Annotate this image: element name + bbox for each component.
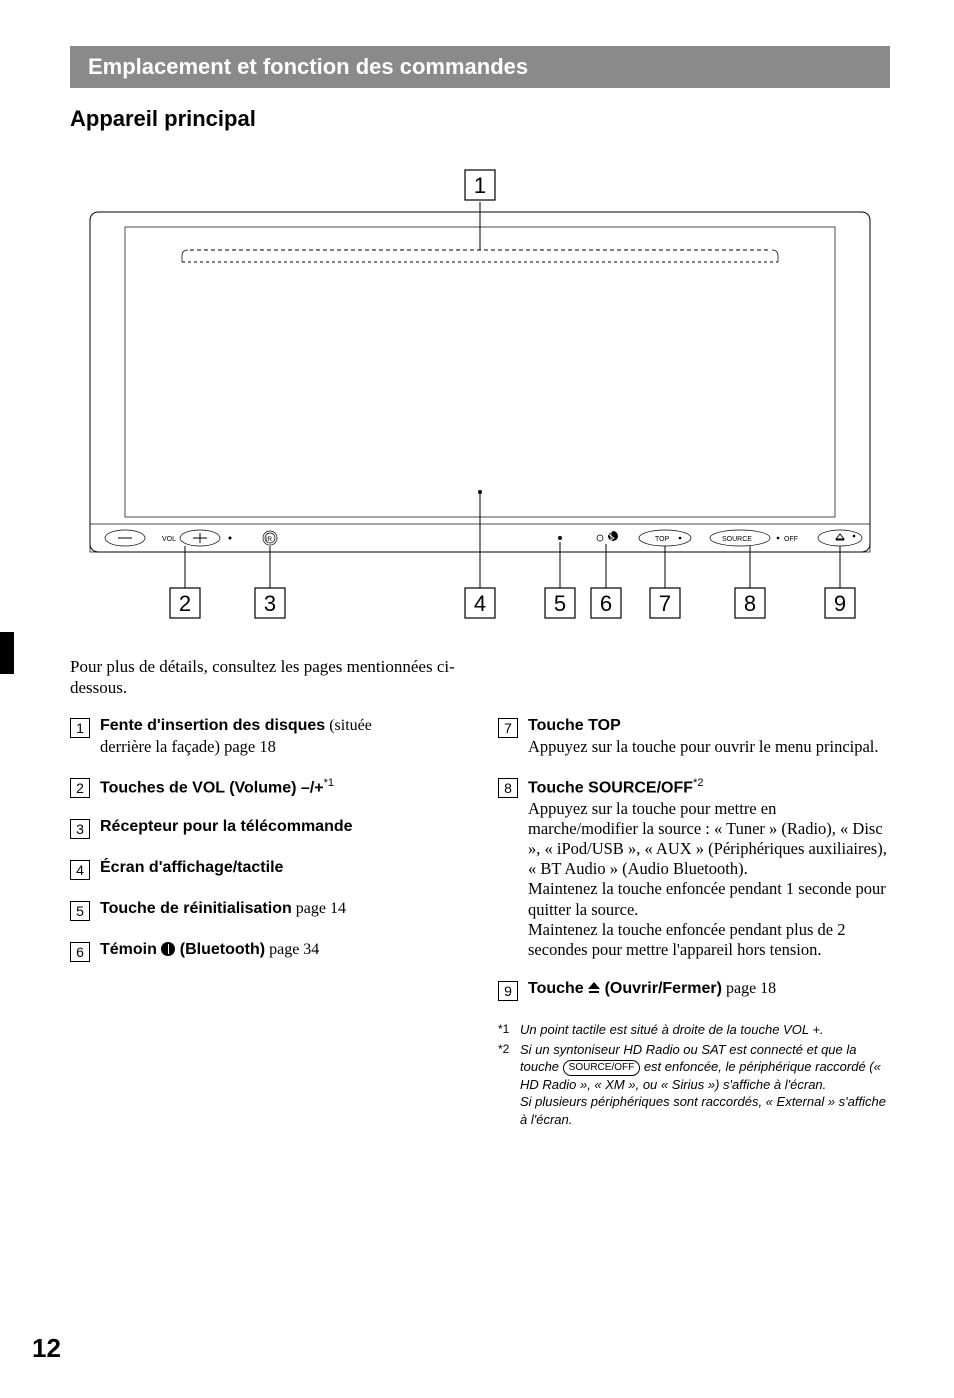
- right-column: 7 Touche TOP Appuyez sur la touche pour ou…: [498, 717, 890, 1131]
- item-body: Touche de réinitialisation page 14: [100, 900, 462, 918]
- svg-text:IR: IR: [266, 537, 273, 543]
- item-body: Touche SOURCE/OFF*2Appuyez sur la touche…: [528, 777, 890, 960]
- svg-text:8: 8: [744, 591, 756, 616]
- callout-5: 5: [545, 588, 575, 618]
- list-item: 3 Récepteur pour la télécommande: [70, 818, 462, 839]
- item-title: Touches de VOL (Volume) –/+*1: [100, 777, 462, 797]
- list-item: 8 Touche SOURCE/OFF*2Appuyez sur la touch…: [498, 777, 890, 960]
- page-subtitle: Appareil principal: [70, 106, 954, 132]
- item-description: Appuyez sur la touche pour mettre en mar…: [528, 799, 890, 960]
- list-item: 7 Touche TOP Appuyez sur la touche pour ou…: [498, 717, 890, 757]
- item-number-box: 5: [70, 901, 90, 921]
- svg-text:2: 2: [179, 591, 191, 616]
- item-body: Écran d'affichage/tactile: [100, 859, 462, 877]
- callout-2: 2: [170, 588, 200, 618]
- top-label: TOP: [655, 536, 670, 543]
- callout-7: 7: [650, 588, 680, 618]
- callout-6: 6: [591, 588, 621, 618]
- item-number-box: 9: [498, 981, 518, 1001]
- item-title: Fente d'insertion des disques (située: [100, 717, 462, 735]
- svg-text:9: 9: [834, 591, 846, 616]
- page-side-tab: [0, 632, 14, 674]
- footnotes: *1Un point tactile est situé à droite de…: [498, 1021, 890, 1128]
- item-body: Touche (Ouvrir/Fermer) page 18: [528, 980, 890, 998]
- item-number-box: 2: [70, 778, 90, 798]
- button-reference-pill: SOURCE/OFF: [563, 1060, 641, 1076]
- svg-text:3: 3: [264, 591, 276, 616]
- bluetooth-icon: [161, 942, 175, 956]
- item-description: derrière la façade) page 18: [100, 737, 462, 757]
- footnote-mark: *1: [498, 1021, 520, 1039]
- item-body: Témoin (Bluetooth) page 34: [100, 941, 462, 959]
- intro-text: Pour plus de détails, consultez les page…: [70, 656, 470, 699]
- footnote-text: Si un syntoniseur HD Radio ou SAT est co…: [520, 1041, 890, 1129]
- callout-3: 3: [255, 588, 285, 618]
- item-title: Touche SOURCE/OFF*2: [528, 777, 890, 797]
- description-columns: 1 Fente d'insertion des disques (située de…: [70, 717, 890, 1131]
- eject-icon: [588, 982, 600, 994]
- item-number-box: 1: [70, 718, 90, 738]
- item-number-box: 4: [70, 860, 90, 880]
- item-number-box: 8: [498, 778, 518, 798]
- item-title: Récepteur pour la télécommande: [100, 818, 462, 836]
- footnote-row: *1Un point tactile est situé à droite de…: [498, 1021, 890, 1039]
- left-column: 1 Fente d'insertion des disques (située de…: [70, 717, 462, 1131]
- callout-1: 1: [465, 170, 495, 200]
- item-title: Touche TOP: [528, 717, 890, 735]
- item-number-box: 7: [498, 718, 518, 738]
- item-body: Touche TOP Appuyez sur la touche pour ouv…: [528, 717, 890, 757]
- callout-8: 8: [735, 588, 765, 618]
- list-item: 6 Témoin (Bluetooth) page 34: [70, 941, 462, 962]
- off-label: OFF: [784, 536, 798, 543]
- item-title: Touche de réinitialisation page 14: [100, 900, 462, 918]
- item-body: Fente d'insertion des disques (située der…: [100, 717, 462, 757]
- source-label: SOURCE: [722, 536, 752, 543]
- list-item: 1 Fente d'insertion des disques (située de…: [70, 717, 462, 757]
- item-body: Récepteur pour la télécommande: [100, 818, 462, 836]
- list-item: 9 Touche (Ouvrir/Fermer) page 18: [498, 980, 890, 1001]
- superscript-ref: *2: [693, 777, 703, 789]
- item-title: Touche (Ouvrir/Fermer) page 18: [528, 980, 890, 998]
- footnote-row: *2Si un syntoniseur HD Radio ou SAT est …: [498, 1041, 890, 1129]
- superscript-ref: *1: [324, 777, 334, 789]
- callout-4: 4: [465, 588, 495, 618]
- svg-text:5: 5: [554, 591, 566, 616]
- svg-text:7: 7: [659, 591, 671, 616]
- svg-text:1: 1: [474, 173, 486, 198]
- footnote-mark: *2: [498, 1041, 520, 1129]
- item-number-box: 6: [70, 942, 90, 962]
- list-item: 4 Écran d'affichage/tactile: [70, 859, 462, 880]
- vol-label: VOL: [162, 536, 176, 543]
- svg-text:6: 6: [600, 591, 612, 616]
- list-item: 5 Touche de réinitialisation page 14: [70, 900, 462, 921]
- item-body: Touches de VOL (Volume) –/+*1: [100, 777, 462, 797]
- footnote-text: Un point tactile est situé à droite de l…: [520, 1021, 890, 1039]
- item-title: Écran d'affichage/tactile: [100, 859, 462, 877]
- callout-9: 9: [825, 588, 855, 618]
- list-item: 2 Touches de VOL (Volume) –/+*1: [70, 777, 462, 798]
- page-number: 12: [32, 1333, 61, 1364]
- item-number-box: 3: [70, 819, 90, 839]
- device-diagram: VOL IR TOP SOURCE OFF: [70, 152, 890, 622]
- section-banner: Emplacement et fonction des commandes: [70, 46, 890, 88]
- item-title: Témoin (Bluetooth) page 34: [100, 941, 462, 959]
- item-description: Appuyez sur la touche pour ouvrir le men…: [528, 737, 890, 757]
- svg-text:4: 4: [474, 591, 486, 616]
